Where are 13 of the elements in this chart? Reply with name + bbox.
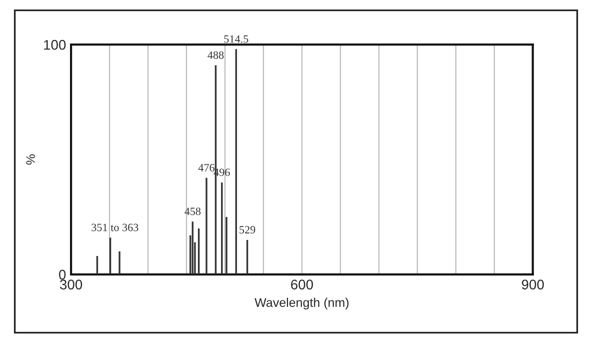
y-tick-label: 100 — [44, 40, 66, 50]
annotation: 514.5 — [224, 35, 248, 43]
y-axis-title: % — [26, 154, 35, 165]
annotation: 458 — [184, 208, 201, 216]
x-axis-title: Wavelength (nm) — [254, 298, 348, 310]
x-tick-label: 600 — [291, 280, 313, 290]
annotation: 476 — [198, 164, 214, 172]
x-tick-label: 300 — [60, 280, 82, 290]
x-tick-label: 900 — [522, 280, 544, 290]
annotation: 351 to 363 — [92, 224, 138, 232]
y-tick-label: 0 — [59, 270, 66, 280]
annotation: 529 — [240, 226, 256, 234]
annotation: 488 — [208, 51, 224, 59]
